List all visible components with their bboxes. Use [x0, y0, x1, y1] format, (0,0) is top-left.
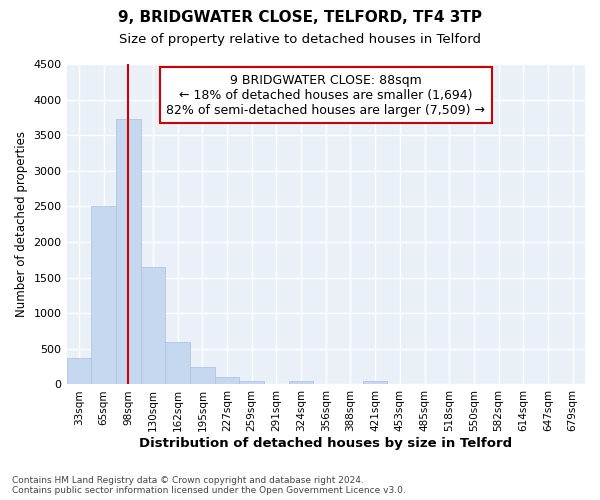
Bar [91, 206, 116, 384]
X-axis label: Distribution of detached houses by size in Telford: Distribution of detached houses by size … [139, 437, 512, 450]
Bar [215, 378, 239, 384]
Bar [363, 380, 388, 384]
Text: Size of property relative to detached houses in Telford: Size of property relative to detached ho… [119, 32, 481, 46]
Bar [289, 380, 313, 384]
Y-axis label: Number of detached properties: Number of detached properties [15, 131, 28, 317]
Bar [67, 358, 91, 384]
Bar [116, 119, 140, 384]
Text: 9 BRIDGWATER CLOSE: 88sqm
← 18% of detached houses are smaller (1,694)
82% of se: 9 BRIDGWATER CLOSE: 88sqm ← 18% of detac… [166, 74, 485, 116]
Bar [239, 380, 264, 384]
Text: Contains HM Land Registry data © Crown copyright and database right 2024.
Contai: Contains HM Land Registry data © Crown c… [12, 476, 406, 495]
Bar [190, 368, 215, 384]
Bar [165, 342, 190, 384]
Text: 9, BRIDGWATER CLOSE, TELFORD, TF4 3TP: 9, BRIDGWATER CLOSE, TELFORD, TF4 3TP [118, 10, 482, 25]
Bar [140, 267, 165, 384]
